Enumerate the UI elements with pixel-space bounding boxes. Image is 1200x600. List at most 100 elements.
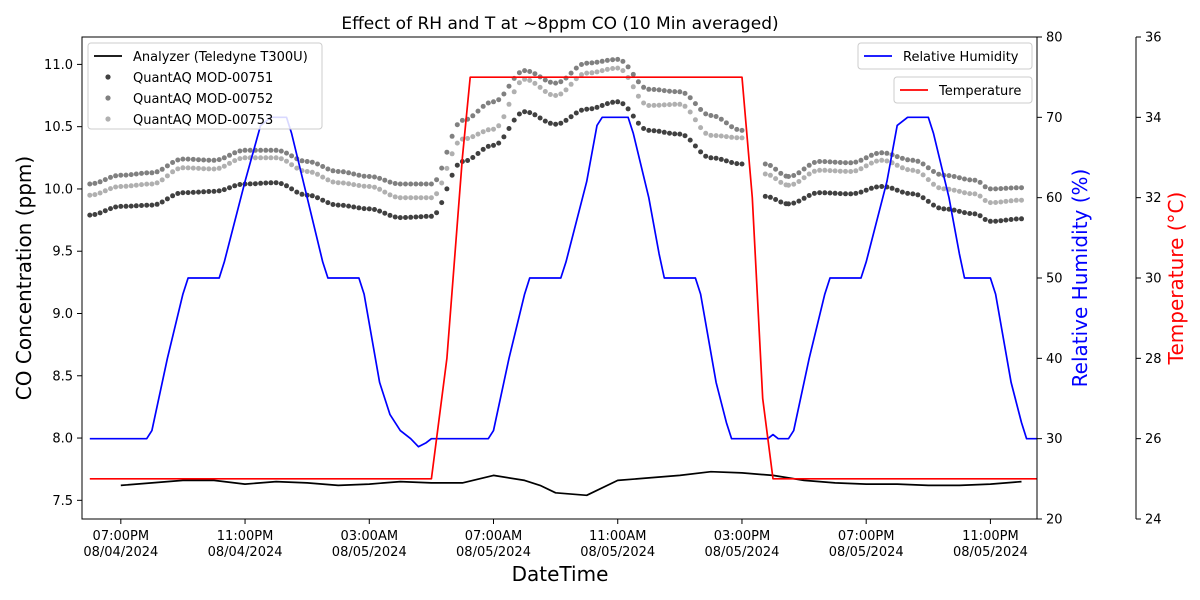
series-point-quantaq-mod-00751 xyxy=(196,189,201,195)
series-point-quantaq-mod-00753 xyxy=(413,195,419,201)
series-point-quantaq-mod-00751 xyxy=(718,156,724,162)
series-point-quantaq-mod-00753 xyxy=(330,179,336,185)
series-point-quantaq-mod-00751 xyxy=(501,134,507,140)
series-point-quantaq-mod-00751 xyxy=(211,188,217,194)
series-point-quantaq-mod-00752 xyxy=(237,148,243,154)
series-point-quantaq-mod-00751 xyxy=(284,183,289,189)
series-point-quantaq-mod-00752 xyxy=(346,170,352,176)
series-point-quantaq-mod-00753 xyxy=(273,155,279,161)
y2-tick-label: 80 xyxy=(1046,31,1063,46)
series-point-quantaq-mod-00751 xyxy=(522,109,528,115)
series-point-quantaq-mod-00752 xyxy=(180,156,186,162)
series-point-quantaq-mod-00751 xyxy=(221,187,227,193)
series-point-quantaq-mod-00753 xyxy=(615,65,621,71)
series-point-quantaq-mod-00751 xyxy=(139,203,144,208)
series-point-quantaq-mod-00753 xyxy=(584,70,590,76)
y3-tick-label: 30 xyxy=(1145,272,1162,287)
series-point-quantaq-mod-00752-b xyxy=(817,159,823,164)
series-point-quantaq-mod-00751 xyxy=(646,127,652,133)
series-point-quantaq-mod-00751 xyxy=(164,196,170,202)
series-point-quantaq-mod-00753-b xyxy=(778,179,784,185)
series-line-relative-humidity xyxy=(89,116,1037,448)
series-point-quantaq-mod-00752-b xyxy=(982,184,988,190)
series-point-quantaq-mod-00751 xyxy=(154,201,160,207)
series-point-quantaq-mod-00751 xyxy=(532,112,538,118)
series-point-quantaq-mod-00752-b xyxy=(858,157,864,163)
legend-swatch-mod-00753 xyxy=(105,116,111,122)
series-point-quantaq-mod-00752 xyxy=(672,89,678,95)
series-point-quantaq-mod-00753 xyxy=(506,101,512,107)
series-point-quantaq-mod-00752 xyxy=(118,172,124,178)
series-point-quantaq-mod-00751 xyxy=(553,121,559,127)
series-point-quantaq-mod-00751-b xyxy=(941,206,947,212)
series-point-quantaq-mod-00751 xyxy=(382,210,388,216)
series-point-quantaq-mod-00751 xyxy=(454,162,460,168)
y-axis-co: 7.5 8.0 8.5 9.0 9.5 10.0 10.5 11.0 xyxy=(44,58,82,509)
series-point-quantaq-mod-00752 xyxy=(190,156,196,162)
x-tick-label: 07:00PM xyxy=(838,529,895,544)
series-point-quantaq-mod-00751-b xyxy=(1019,216,1024,222)
series-point-quantaq-mod-00751-b xyxy=(993,218,999,224)
series-point-quantaq-mod-00752-b xyxy=(863,155,869,161)
series-point-quantaq-mod-00751 xyxy=(625,106,631,112)
series-point-quantaq-mod-00751-b xyxy=(931,202,936,208)
series-point-quantaq-mod-00752 xyxy=(335,169,341,174)
series-point-quantaq-mod-00752-b xyxy=(879,150,885,156)
series-point-quantaq-mod-00752 xyxy=(408,181,414,187)
series-point-quantaq-mod-00752 xyxy=(164,163,170,169)
series-point-quantaq-mod-00752 xyxy=(692,101,698,107)
series-point-quantaq-mod-00753 xyxy=(263,155,269,161)
series-point-quantaq-mod-00753 xyxy=(651,102,657,108)
series-point-quantaq-mod-00751 xyxy=(589,106,595,112)
series-point-quantaq-mod-00752 xyxy=(568,70,574,76)
series-point-quantaq-mod-00752 xyxy=(278,148,284,154)
series-point-quantaq-mod-00753-b xyxy=(786,182,791,188)
series-point-quantaq-mod-00753 xyxy=(294,165,300,171)
series-point-quantaq-mod-00753-b xyxy=(972,191,978,197)
series-point-quantaq-mod-00751 xyxy=(604,101,610,107)
series-point-quantaq-mod-00752 xyxy=(149,170,155,176)
series-point-quantaq-mod-00753 xyxy=(185,165,191,171)
series-point-quantaq-mod-00752 xyxy=(641,84,647,90)
series-point-quantaq-mod-00753-b xyxy=(931,181,936,187)
series-point-quantaq-mod-00752-b xyxy=(806,162,812,168)
legend-label-mod-00751: QuantAQ MOD-00751 xyxy=(133,71,273,86)
series-point-quantaq-mod-00753 xyxy=(387,192,393,198)
series-point-quantaq-mod-00751 xyxy=(408,214,414,220)
series-point-quantaq-mod-00752 xyxy=(216,157,222,163)
series-point-quantaq-mod-00751 xyxy=(227,185,232,191)
series-point-quantaq-mod-00753 xyxy=(128,183,134,189)
series-point-quantaq-mod-00751-b xyxy=(899,189,905,195)
series-point-quantaq-mod-00752-b xyxy=(767,163,773,168)
series-point-quantaq-mod-00752 xyxy=(330,168,336,174)
series-point-quantaq-mod-00753 xyxy=(139,182,144,188)
series-point-quantaq-mod-00753 xyxy=(252,155,258,161)
series-point-quantaq-mod-00753-b xyxy=(884,158,890,164)
series-point-quantaq-mod-00753-b xyxy=(762,171,768,177)
series-point-quantaq-mod-00751 xyxy=(558,120,564,126)
series-point-quantaq-mod-00753-b xyxy=(1013,197,1019,203)
series-point-quantaq-mod-00752 xyxy=(558,79,564,85)
series-point-quantaq-mod-00752 xyxy=(351,171,357,177)
series-point-quantaq-mod-00751 xyxy=(692,143,698,149)
series-point-quantaq-mod-00751-b xyxy=(962,210,967,216)
legend-label-analyzer: Analyzer (Teledyne T300U) xyxy=(133,50,308,65)
series-point-quantaq-mod-00751 xyxy=(315,195,320,201)
series-point-quantaq-mod-00752-b xyxy=(1003,185,1009,191)
series-point-quantaq-mod-00753-b xyxy=(993,200,999,205)
series-point-quantaq-mod-00753 xyxy=(149,181,155,187)
series-point-quantaq-mod-00753 xyxy=(558,91,564,97)
series-point-quantaq-mod-00751 xyxy=(299,191,305,197)
series-point-quantaq-mod-00753 xyxy=(667,102,672,108)
series-point-quantaq-mod-00753 xyxy=(579,72,584,78)
series-point-quantaq-mod-00753 xyxy=(408,195,414,201)
series-point-quantaq-mod-00753 xyxy=(723,134,729,140)
series-point-quantaq-mod-00753 xyxy=(610,66,616,71)
series-point-quantaq-mod-00752 xyxy=(320,164,326,169)
series-point-quantaq-mod-00753 xyxy=(661,102,667,108)
y3-tick-label: 28 xyxy=(1145,352,1162,367)
series-point-quantaq-mod-00751 xyxy=(723,158,729,164)
series-point-quantaq-mod-00753 xyxy=(434,191,440,197)
series-point-quantaq-mod-00753 xyxy=(372,184,377,190)
series-point-quantaq-mod-00751-b xyxy=(791,200,797,206)
